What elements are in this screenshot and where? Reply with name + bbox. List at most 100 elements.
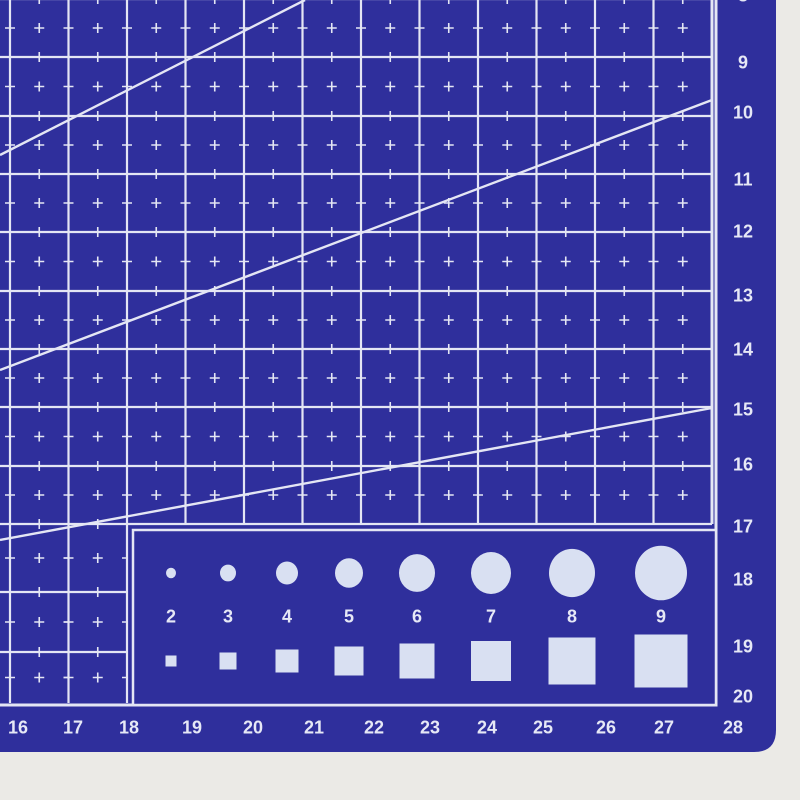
plus-mark: [502, 23, 513, 33]
plus-mark: [619, 256, 630, 267]
hole-size-label: 6: [411, 606, 423, 627]
plus-mark: [677, 490, 688, 500]
hole-circle: [399, 554, 435, 592]
hole-size-label: 5: [343, 606, 355, 627]
hole-square: [471, 641, 511, 681]
plus-mark: [619, 431, 630, 442]
plus-mark: [151, 315, 162, 325]
plus-mark: [34, 553, 45, 563]
right-scale-label: 10: [732, 102, 754, 123]
plus-mark: [677, 315, 688, 325]
plus-mark: [560, 23, 571, 33]
plus-mark: [619, 373, 630, 383]
plus-mark: [385, 315, 396, 325]
plus-mark: [677, 198, 688, 208]
plus-mark: [209, 431, 220, 442]
plus-mark: [326, 140, 337, 150]
hole-square: [548, 637, 596, 685]
hole-size-label: 3: [222, 606, 234, 627]
right-scale-label: 8: [738, 0, 748, 7]
plus-mark: [677, 431, 688, 442]
plus-mark: [619, 23, 630, 33]
right-scale-label: 17: [732, 516, 754, 537]
right-scale-label: 15: [732, 399, 754, 420]
plus-mark: [209, 140, 220, 150]
bottom-scale-label: 20: [242, 717, 264, 738]
hole-size-label: 9: [655, 606, 667, 627]
plus-mark: [268, 140, 279, 150]
plus-mark: [268, 431, 279, 442]
plus-mark: [34, 431, 45, 442]
bottom-scale-label: 28: [722, 717, 744, 738]
plus-mark: [677, 140, 688, 150]
bottom-scale-label: 26: [595, 717, 617, 738]
right-scale-label: 16: [732, 454, 754, 475]
plus-mark: [209, 373, 220, 383]
plus-mark: [34, 23, 45, 33]
plus-mark: [326, 431, 337, 442]
right-scale-label: 11: [733, 169, 753, 190]
plus-mark: [385, 490, 396, 500]
plus-mark: [443, 315, 454, 325]
plus-mark: [34, 315, 45, 325]
plus-mark: [443, 81, 454, 92]
plus-mark: [92, 140, 103, 150]
plus-mark: [92, 315, 103, 325]
plus-mark: [92, 373, 103, 383]
bottom-scale-label: 17: [62, 717, 84, 738]
plus-mark: [560, 140, 571, 150]
plus-mark: [560, 373, 571, 383]
bottom-scale-label: 24: [476, 717, 498, 738]
plus-mark: [34, 81, 45, 92]
bottom-scale-label: 19: [181, 717, 203, 738]
bottom-scale-label: 25: [532, 717, 554, 738]
plus-mark: [326, 315, 337, 325]
bottom-scale-label: 16: [7, 717, 29, 738]
plus-mark: [92, 81, 103, 92]
plus-mark: [268, 315, 279, 325]
plus-mark: [385, 81, 396, 92]
plus-mark: [151, 490, 162, 500]
hole-square: [634, 634, 688, 688]
bottom-scale-label: 23: [419, 717, 441, 738]
plus-mark: [151, 81, 162, 92]
plus-mark: [209, 81, 220, 92]
plus-mark: [502, 373, 513, 383]
plus-mark: [443, 373, 454, 383]
plus-mark: [92, 617, 103, 627]
hole-circle: [276, 561, 298, 585]
plus-mark: [560, 490, 571, 500]
plus-mark: [443, 490, 454, 500]
hole-square: [275, 649, 299, 673]
plus-mark: [385, 256, 396, 267]
plus-mark: [151, 373, 162, 383]
right-scale-label: 20: [732, 686, 754, 707]
bottom-scale-label: 18: [118, 717, 140, 738]
hole-size-label: 4: [281, 606, 293, 627]
plus-mark: [385, 373, 396, 383]
plus-mark: [151, 256, 162, 267]
hole-circle: [220, 564, 236, 582]
right-scale-label: 19: [732, 636, 754, 657]
hole-size-label: 8: [566, 606, 578, 627]
plus-mark: [209, 23, 220, 33]
plus-mark: [268, 373, 279, 383]
hole-circle: [635, 545, 687, 601]
plus-mark: [151, 198, 162, 208]
plus-mark: [268, 490, 279, 500]
plus-mark: [92, 23, 103, 33]
plus-mark: [502, 256, 513, 267]
plus-mark: [677, 23, 688, 33]
plus-mark: [268, 256, 279, 267]
plus-mark: [677, 373, 688, 383]
plus-mark: [151, 431, 162, 442]
plus-mark: [92, 431, 103, 442]
plus-mark: [502, 431, 513, 442]
plus-mark: [385, 198, 396, 208]
plus-mark: [326, 23, 337, 33]
plus-mark: [34, 617, 45, 627]
plus-mark: [326, 256, 337, 267]
plus-mark: [268, 198, 279, 208]
hole-size-label: 7: [485, 606, 497, 627]
hole-circle: [549, 548, 595, 598]
